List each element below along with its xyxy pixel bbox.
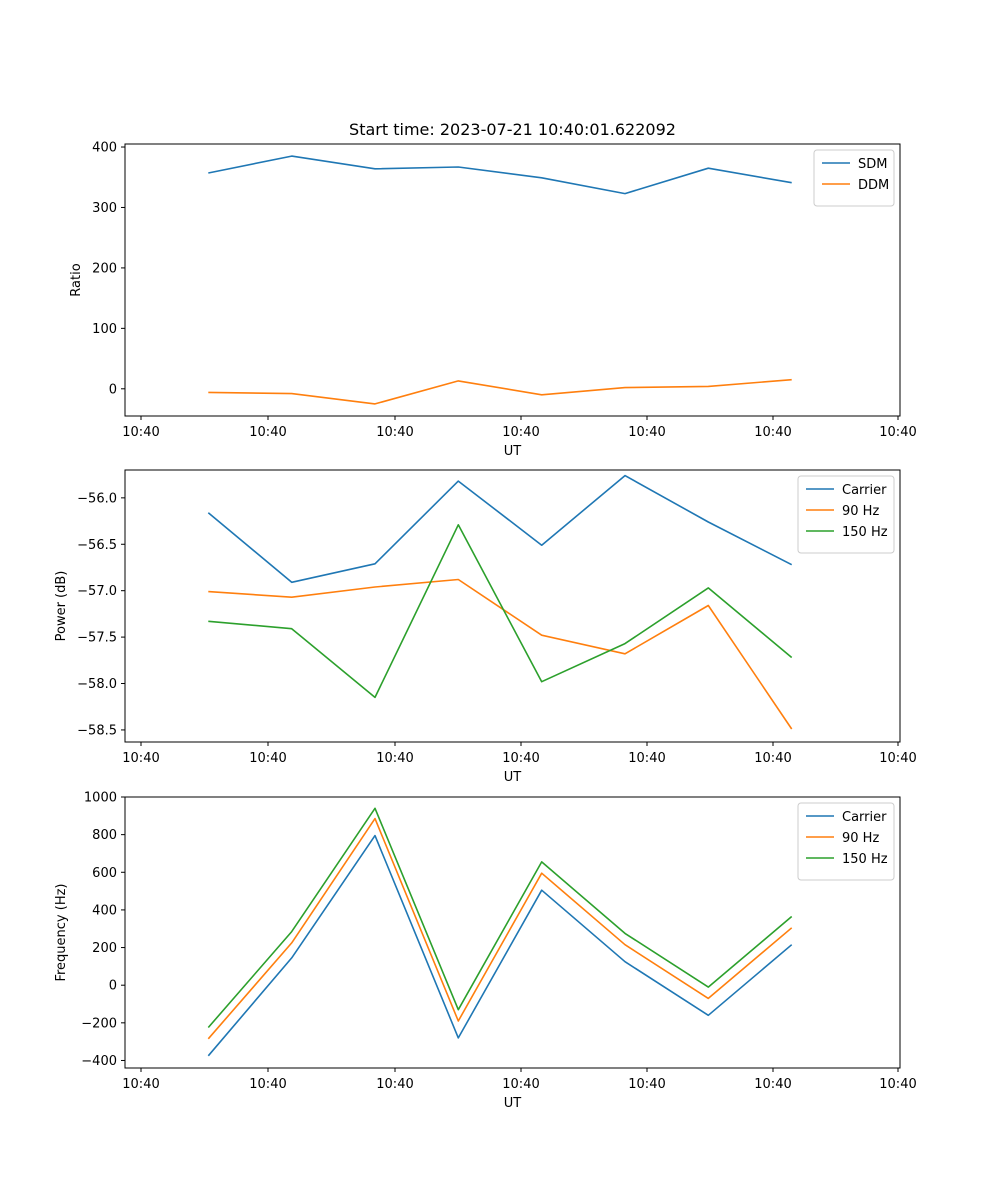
y-tick-label: −200 — [81, 1016, 117, 1031]
legend-label: 150 Hz — [842, 525, 888, 540]
y-axis-label: Power (dB) — [54, 571, 69, 642]
x-tick-label: 10:40 — [502, 425, 539, 440]
y-tick-label: 100 — [92, 322, 117, 337]
x-axis-label: UT — [504, 770, 522, 785]
x-tick-label: 10:40 — [628, 425, 665, 440]
x-tick-label: 10:40 — [376, 1077, 413, 1092]
axes-frame — [124, 143, 901, 417]
legend-label: DDM — [858, 178, 889, 193]
y-tick-label: 0 — [109, 979, 117, 994]
axes-frame — [124, 796, 901, 1069]
y-tick-label: 200 — [92, 941, 117, 956]
y-tick-label: −56.5 — [77, 538, 117, 553]
series-line-sdm — [208, 155, 792, 195]
legend-label: SDM — [858, 157, 887, 172]
legend: Carrier 90 Hz 150 Hz — [797, 475, 895, 554]
y-tick-label: 400 — [92, 903, 117, 918]
x-tick-label: 10:40 — [122, 1077, 159, 1092]
y-tick-label: 1000 — [84, 791, 117, 806]
x-tick-label: 10:40 — [376, 425, 413, 440]
x-tick-label: 10:40 — [122, 751, 159, 766]
legend-label: 90 Hz — [842, 504, 879, 519]
y-tick-label: 800 — [92, 828, 117, 843]
y-tick-label: 400 — [92, 141, 117, 156]
x-tick-label: 10:40 — [879, 425, 916, 440]
x-tick-label: 10:40 — [754, 425, 791, 440]
series-line-carrier — [207, 474, 793, 584]
x-tick-label: 10:40 — [249, 425, 286, 440]
legend: SDM DDM — [813, 149, 895, 207]
x-tick-label: 10:40 — [754, 751, 791, 766]
y-tick-label: 200 — [92, 261, 117, 276]
x-tick-label: 10:40 — [754, 1077, 791, 1092]
x-tick-label: 10:40 — [122, 425, 159, 440]
y-axis-label: Ratio — [69, 263, 84, 296]
x-axis-label: UT — [504, 1096, 522, 1111]
legend-box — [797, 475, 895, 554]
x-tick-label: 10:40 — [628, 1077, 665, 1092]
legend-label: 90 Hz — [842, 831, 879, 846]
y-tick-label: 300 — [92, 201, 117, 216]
legend-box — [813, 149, 895, 207]
legend-label: Carrier — [842, 483, 887, 498]
y-tick-label: 0 — [109, 382, 117, 397]
series-line-ddm — [208, 378, 792, 405]
x-axis-label: UT — [504, 444, 522, 459]
x-tick-label: 10:40 — [502, 1077, 539, 1092]
legend-label: 150 Hz — [842, 852, 888, 867]
subplot-2: 10:40 10:40 10:40 10:40 10:40 10:40 10:40 −56.0… — [54, 469, 917, 785]
legend-box — [797, 802, 895, 881]
y-tick-label: −58.5 — [77, 723, 117, 738]
x-tick-label: 10:40 — [249, 1077, 286, 1092]
chart-title: Start time: 2023-07-21 10:40:01.622092 — [349, 120, 676, 139]
legend-label: Carrier — [842, 810, 887, 825]
legend: Carrier 90 Hz 150 Hz — [797, 802, 895, 881]
axes-frame — [124, 469, 901, 743]
x-tick-label: 10:40 — [502, 751, 539, 766]
series-line-150-hz — [207, 807, 793, 1029]
subplot-3: 10:40 10:40 10:40 10:40 10:40 10:40 10:40 −400 −… — [54, 791, 917, 1112]
y-tick-label: −58.0 — [77, 677, 117, 692]
series-line-150-hz — [208, 523, 793, 699]
x-tick-label: 10:40 — [249, 751, 286, 766]
series-line-90-hz — [207, 817, 793, 1040]
y-tick-label: −57.5 — [77, 631, 117, 646]
y-tick-label: −56.0 — [77, 491, 117, 506]
y-axis-label: Frequency (Hz) — [54, 883, 69, 981]
y-tick-label: 600 — [92, 866, 117, 881]
y-tick-label: −57.0 — [77, 584, 117, 599]
x-tick-label: 10:40 — [376, 751, 413, 766]
series-line-carrier — [207, 834, 793, 1057]
y-tick-label: −400 — [81, 1054, 117, 1069]
x-tick-label: 10:40 — [628, 751, 665, 766]
x-tick-label: 10:40 — [879, 1077, 916, 1092]
subplot-1: 10:40 10:40 10:40 10:40 10:40 10:40 10:40 0 100 2… — [69, 141, 917, 459]
x-tick-label: 10:40 — [879, 751, 916, 766]
series-line-90-hz — [208, 578, 793, 730]
